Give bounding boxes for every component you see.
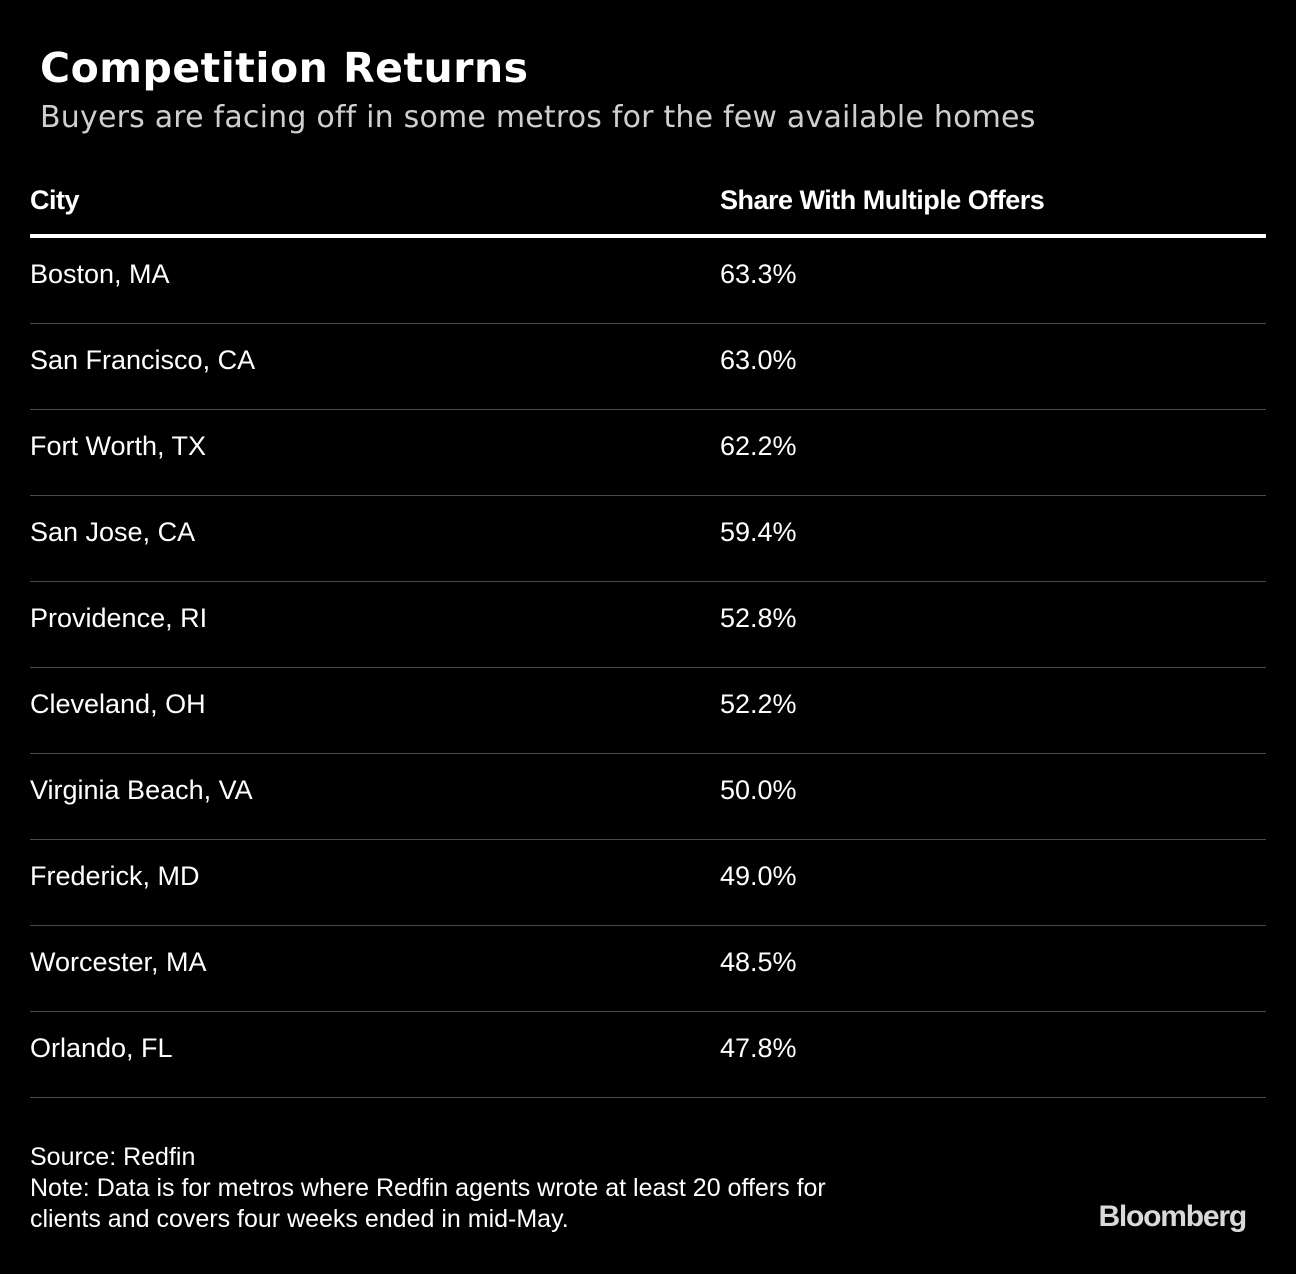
table-row: Worcester, MA 48.5% xyxy=(30,926,1266,1012)
source-note: Source: Redfin xyxy=(30,1143,196,1171)
city-cell: Frederick, MD xyxy=(30,861,200,891)
table-row: San Jose, CA 59.4% xyxy=(30,496,1266,582)
table-body: Boston, MA 63.3% San Francisco, CA 63.0% For… xyxy=(30,238,1266,1098)
table-row: Boston, MA 63.3% xyxy=(30,238,1266,324)
chart-footer: Source: Redfin Note: Data is for metros … xyxy=(30,1142,930,1235)
city-cell: Orlando, FL xyxy=(30,1033,173,1063)
city-cell: Worcester, MA xyxy=(30,947,207,977)
share-cell: 47.8% xyxy=(720,1033,797,1063)
city-cell: San Jose, CA xyxy=(30,517,196,547)
city-cell: San Francisco, CA xyxy=(30,345,256,375)
share-cell: 49.0% xyxy=(720,861,797,891)
share-cell: 63.0% xyxy=(720,345,797,375)
chart-title: Competition Returns xyxy=(40,44,529,92)
share-cell: 63.3% xyxy=(720,259,797,289)
city-cell: Virginia Beach, VA xyxy=(30,775,253,805)
chart-subtitle: Buyers are facing off in some metros for… xyxy=(40,100,1036,135)
table-row: Cleveland, OH 52.2% xyxy=(30,668,1266,754)
table-row: San Francisco, CA 63.0% xyxy=(30,324,1266,410)
city-cell: Providence, RI xyxy=(30,603,208,633)
table-row: Frederick, MD 49.0% xyxy=(30,840,1266,926)
table-row: Fort Worth, TX 62.2% xyxy=(30,410,1266,496)
column-header-city: City xyxy=(30,185,80,215)
share-cell: 50.0% xyxy=(720,775,797,805)
share-cell: 59.4% xyxy=(720,517,797,547)
table-row: Providence, RI 52.8% xyxy=(30,582,1266,668)
share-cell: 48.5% xyxy=(720,947,797,977)
city-cell: Boston, MA xyxy=(30,259,170,289)
note-line-2: clients and covers four weeks ended in m… xyxy=(30,1205,569,1233)
city-cell: Cleveland, OH xyxy=(30,689,206,719)
share-cell: 62.2% xyxy=(720,431,797,461)
city-cell: Fort Worth, TX xyxy=(30,431,207,461)
bloomberg-logo: Bloomberg xyxy=(1098,1200,1247,1233)
data-table: City Share With Multiple Offers Boston, … xyxy=(30,170,1266,1098)
table-row: Orlando, FL 47.8% xyxy=(30,1012,1266,1098)
note-line-1: Note: Data is for metros where Redfin ag… xyxy=(30,1174,826,1202)
share-cell: 52.2% xyxy=(720,689,797,719)
share-cell: 52.8% xyxy=(720,603,797,633)
table-header: City Share With Multiple Offers xyxy=(30,170,1266,238)
column-header-share: Share With Multiple Offers xyxy=(720,185,1045,215)
table-row: Virginia Beach, VA 50.0% xyxy=(30,754,1266,840)
